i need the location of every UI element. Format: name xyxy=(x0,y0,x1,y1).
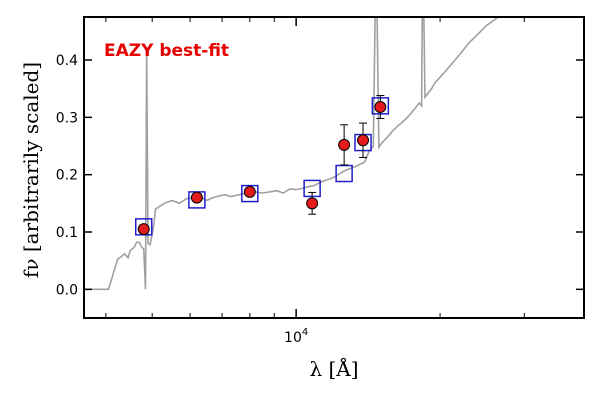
observed-point xyxy=(374,101,387,114)
y-axis-label: fν [arbitrarily scaled] xyxy=(19,62,43,278)
axes: 0.0 0.1 0.2 0.3 0.4 104 xyxy=(56,17,585,346)
plot-area xyxy=(84,17,502,291)
model-point xyxy=(241,184,259,203)
y-tick-label: 0.3 xyxy=(56,110,78,126)
observed-point xyxy=(357,134,370,147)
x-axis-label: λ [Å] xyxy=(309,356,358,381)
model-point xyxy=(335,164,353,183)
y-tick-label: 0.1 xyxy=(56,225,78,241)
observed-point xyxy=(243,185,256,198)
annotation-label: EAZY best-fit xyxy=(104,41,229,61)
y-tick-label: 0.0 xyxy=(56,282,78,298)
x-tick-label: 104 xyxy=(284,327,308,346)
y-tick-label: 0.4 xyxy=(56,53,78,69)
observed-point xyxy=(306,197,319,210)
observed-point xyxy=(190,191,203,204)
y-tick-label: 0.2 xyxy=(56,168,78,184)
observed-point xyxy=(338,138,351,151)
observed-point xyxy=(137,223,150,236)
plot-inner xyxy=(84,17,502,291)
plot-frame xyxy=(83,16,585,319)
